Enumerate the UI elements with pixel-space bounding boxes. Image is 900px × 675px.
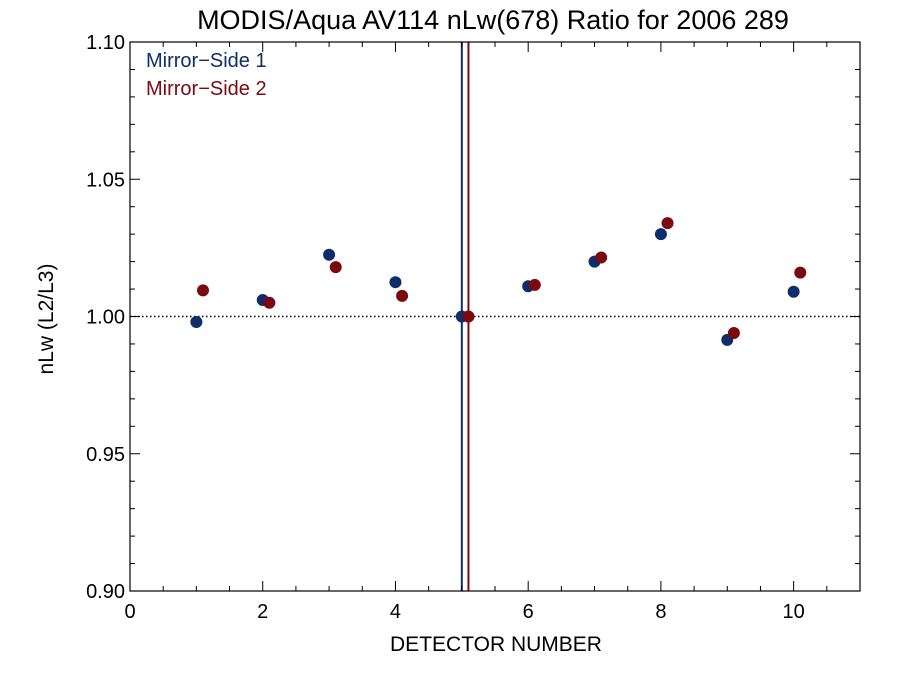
data-point-series-2 (595, 251, 608, 264)
y-tick-label: 1.05 (86, 169, 125, 191)
data-point-series-2 (263, 296, 276, 309)
x-tick-label: 4 (390, 601, 401, 623)
x-tick-label: 0 (124, 601, 135, 623)
data-point-series-2 (727, 326, 740, 339)
y-tick-label: 0.90 (86, 581, 125, 603)
x-tick-label: 8 (655, 601, 666, 623)
x-axis-label: DETECTOR NUMBER (390, 633, 602, 656)
data-point-series-2 (462, 310, 475, 323)
data-point-series-2 (661, 217, 674, 230)
plot-area: 0 2 4 6 8 10 0.90 0.95 1.00 1.05 1.10 (86, 32, 861, 623)
data-point-series-1 (787, 285, 800, 298)
data-point-series-1 (389, 276, 402, 289)
data-point-series-2 (794, 266, 807, 279)
x-tick-label: 10 (783, 601, 805, 623)
legend-entry: Mirror−Side 1 (146, 50, 267, 72)
x-tick-label: 2 (257, 601, 268, 623)
x-tick-label: 6 (523, 601, 534, 623)
y-tick-label: 1.00 (86, 307, 125, 329)
data-point-series-2 (396, 289, 409, 302)
y-tick-label: 1.10 (86, 32, 125, 54)
y-tick-label: 0.95 (86, 444, 125, 466)
legend: Mirror−Side 1 Mirror−Side 2 (146, 50, 267, 100)
data-point-series-2 (197, 284, 209, 297)
legend-entry: Mirror−Side 2 (146, 78, 267, 100)
y-axis-label: nLw (L2/L3) (35, 264, 58, 375)
data-point-series-2 (329, 261, 342, 274)
chart-title: MODIS/Aqua AV114 nLw(678) Ratio for 2006… (197, 5, 789, 35)
data-point-series-1 (654, 228, 667, 241)
data-point-series-1 (323, 248, 336, 261)
data-point-series-1 (190, 315, 203, 328)
data-point-series-2 (528, 278, 541, 291)
